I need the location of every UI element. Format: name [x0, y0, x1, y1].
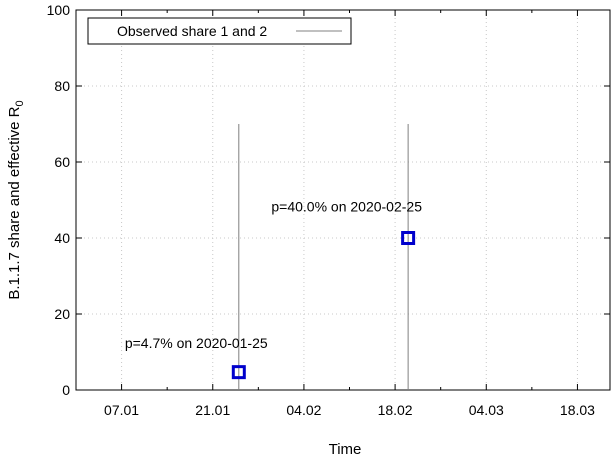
grid	[76, 10, 610, 390]
point-annotation: p=40.0% on 2020-02-25	[271, 198, 422, 214]
observed-point-marker	[231, 365, 246, 380]
point-annotation: p=4.7% on 2020-01-25	[125, 335, 268, 351]
y-tick-label: 0	[62, 382, 70, 398]
y-axis-label: B.1.1.7 share and effective R0	[6, 100, 26, 299]
y-axis-label-main: B.1.1.7 share and effective R	[6, 106, 23, 299]
plot-frame	[75, 9, 611, 391]
legend: Observed share 1 and 2	[87, 17, 352, 45]
x-tick-label: 04.02	[286, 402, 321, 418]
x-tick-label: 18.02	[378, 402, 413, 418]
x-axis-label: Time	[329, 441, 362, 458]
x-tick-label: 18.03	[560, 402, 595, 418]
annotations: p=4.7% on 2020-01-25 p=40.0% on 2020-02-2…	[125, 198, 422, 351]
y-tick-label: 60	[54, 154, 70, 170]
x-tick-label: 21.01	[195, 402, 230, 418]
series-lines	[238, 124, 409, 390]
x-tick-label: 04.03	[469, 402, 504, 418]
series-markers	[231, 231, 416, 380]
legend-label: Observed share 1 and 2	[117, 23, 267, 39]
x-axis-ticks: 07.01 21.01 04.02 18.02 04.03 18.03	[104, 10, 595, 418]
y-tick-label: 100	[47, 2, 71, 18]
observed-point-marker	[401, 231, 416, 245]
x-tick-label: 07.01	[104, 402, 139, 418]
y-axis-ticks: 0 20 40 60 80 100	[47, 2, 610, 398]
y-tick-label: 20	[54, 306, 70, 322]
y-axis-label-subscript: 0	[14, 100, 26, 106]
y-tick-label: 80	[54, 78, 70, 94]
y-tick-label: 40	[54, 230, 70, 246]
